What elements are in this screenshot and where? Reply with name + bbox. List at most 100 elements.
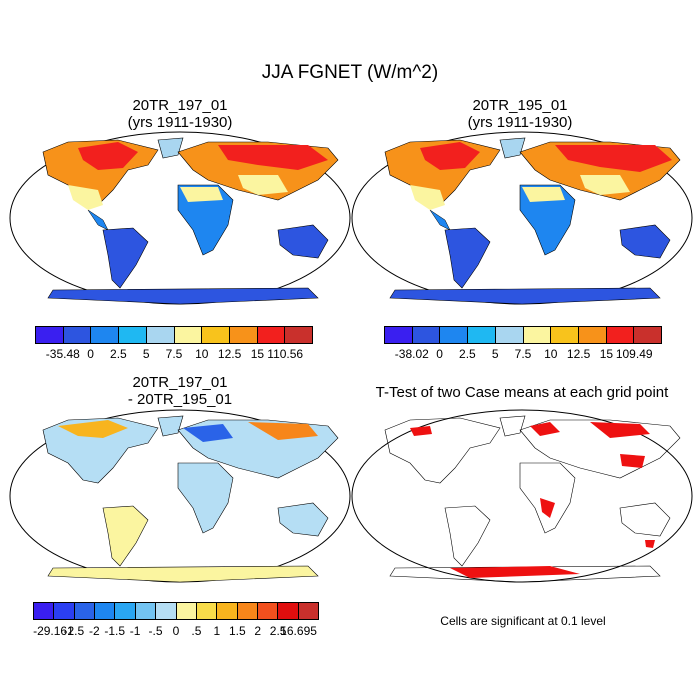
colorbar-labels-top-right: -38.02 0 2.5 5 7.5 10 12.5 15 109.49 xyxy=(384,347,662,361)
colorbar-cell xyxy=(298,603,319,619)
panel-title-bottom-left: 20TR_197_01 - 20TR_195_01 xyxy=(60,374,300,408)
colorbar-tick-label: 7.5 xyxy=(514,347,532,361)
region-scandinavia-cool xyxy=(183,424,233,442)
colorbar-tick-label: 0 xyxy=(436,347,443,361)
colorbar-cell xyxy=(385,327,413,343)
colorbar-top-right xyxy=(384,326,662,344)
colorbar-cell xyxy=(74,603,96,619)
panel-title-line1: 20TR_197_01 xyxy=(132,374,228,391)
colorbar-cell xyxy=(257,603,279,619)
significant-region-east-asia xyxy=(620,454,645,468)
landmass-greenland xyxy=(157,415,184,437)
continent-antarctica xyxy=(47,565,319,583)
panel-title-top-left: 20TR_197_01 (yrs 1911-1930) xyxy=(60,97,300,131)
colorbar-cell xyxy=(523,327,552,343)
region-eurasia-hot xyxy=(218,145,328,170)
colorbar-tick-label: 10 xyxy=(195,347,209,361)
continent-antarctica xyxy=(47,287,319,305)
significant-cells xyxy=(410,422,655,578)
colorbar-top-left xyxy=(35,326,313,344)
region-central-asia xyxy=(238,175,288,195)
colorbar-cell xyxy=(495,327,524,343)
colorbar-cell xyxy=(119,327,147,343)
colorbar-tick-label: 5 xyxy=(142,347,150,361)
colorbar-tick-label: 10 xyxy=(544,347,558,361)
colorbar-cell xyxy=(63,327,92,343)
colorbar-cell xyxy=(34,603,55,619)
colorbar-tick-label: 0 xyxy=(87,347,94,361)
colorbar-cell xyxy=(551,327,579,343)
continent-australia xyxy=(619,502,671,537)
colorbar-tick-label: -29.161 xyxy=(33,624,74,638)
colorbar-tick-label: 1 xyxy=(213,624,221,638)
colorbar-tick-label: 2.5 xyxy=(459,347,476,361)
map-top-left xyxy=(9,131,351,305)
colorbar-tick-label: -.5 xyxy=(148,624,163,638)
continent-africa xyxy=(177,462,234,534)
significant-region-europe xyxy=(530,422,560,436)
region-us-south xyxy=(410,185,445,210)
significant-region-siberia xyxy=(590,422,650,438)
colorbar-cell xyxy=(229,327,258,343)
colorbar-cell xyxy=(285,327,313,343)
continent-north-america xyxy=(384,417,501,484)
continent-south-america xyxy=(102,227,149,289)
colorbar-cell xyxy=(156,603,177,619)
colorbar-cell xyxy=(91,327,120,343)
continent-north-america xyxy=(42,417,159,484)
colorbar-cell xyxy=(95,603,116,619)
colorbar-cell xyxy=(634,327,662,343)
continent-africa xyxy=(177,184,234,256)
colorbar-cell xyxy=(174,327,203,343)
map-bottom-left xyxy=(9,409,351,583)
panel-title-line1: T-Test of two Case means at each grid po… xyxy=(375,384,669,401)
colorbar-cell xyxy=(217,603,238,619)
colorbar-tick-label: 0 xyxy=(172,624,180,638)
region-canada-hot xyxy=(78,142,138,170)
colorbar-tick-label: 15 xyxy=(599,347,614,361)
significant-region-antarctica xyxy=(450,566,580,578)
colorbar-cell xyxy=(202,327,230,343)
colorbar-tick-label: 12.5 xyxy=(217,347,242,361)
colorbar-cell xyxy=(257,327,286,343)
landmass-greenland xyxy=(499,415,526,437)
colorbar-labels-top-left: -35.48 0 2.5 5 7.5 10 12.5 15 110.56 xyxy=(35,347,313,361)
colorbar-cell xyxy=(412,327,441,343)
colorbar-cell xyxy=(606,327,635,343)
colorbar-tick-label: .5 xyxy=(191,624,202,638)
region-siberia-warm xyxy=(248,422,318,440)
colorbar-tick-label: 110.56 xyxy=(267,347,304,361)
panel-title-top-right: 20TR_195_01 (yrs 1911-1930) xyxy=(400,97,640,131)
colorbar-tick-label: -2.5 xyxy=(63,624,85,638)
colorbar-tick-label: -35.48 xyxy=(45,347,80,361)
landmass-greenland xyxy=(499,137,526,159)
colorbar-cell xyxy=(278,603,299,619)
colorbar-tick-label: 1.5 xyxy=(228,624,246,638)
colorbar-tick-label: 2 xyxy=(254,624,262,638)
colorbar-tick-label: 109.49 xyxy=(615,347,653,361)
colorbar-tick-label: -1 xyxy=(129,624,141,638)
region-eurasia-hot xyxy=(555,145,672,172)
panel-title-line2: (yrs 1911-1930) xyxy=(127,114,233,131)
colorbar-tick-label: -38.02 xyxy=(394,347,429,361)
continent-south-america xyxy=(444,227,491,289)
panel-title-line1: 20TR_195_01 xyxy=(472,97,568,114)
colorbar-tick-label: 16.695 xyxy=(280,624,317,638)
significant-region-canada xyxy=(410,426,432,436)
colorbar-tick-label: 2.5 xyxy=(110,347,127,361)
continent-australia xyxy=(277,224,329,259)
continent-australia xyxy=(277,502,329,537)
colorbar-tick-label: 2.5 xyxy=(269,624,287,638)
significant-region-africa xyxy=(540,498,555,518)
region-sahara xyxy=(180,187,223,202)
landmass-greenland xyxy=(157,137,184,159)
colorbar-tick-label: 5 xyxy=(491,347,499,361)
panel-title-line2: (yrs 1911-1930) xyxy=(467,114,573,131)
colorbar-bottom-left xyxy=(33,602,319,620)
continent-antarctica xyxy=(389,565,661,583)
colorbar-cell xyxy=(578,327,607,343)
colorbar-cell xyxy=(176,603,197,619)
map-frame xyxy=(351,409,693,583)
region-central-asia xyxy=(580,175,630,195)
colorbar-tick-label: -1.5 xyxy=(104,624,126,638)
